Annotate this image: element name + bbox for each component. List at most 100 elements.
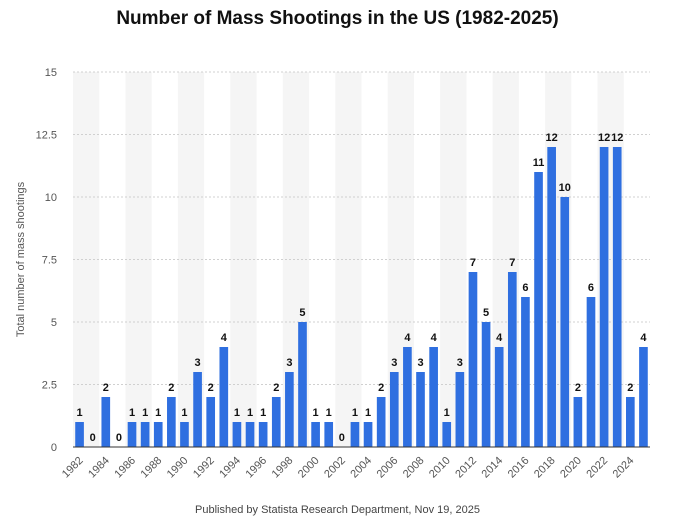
bar (350, 422, 360, 447)
bar (534, 172, 543, 447)
bar (180, 422, 189, 447)
bar (455, 372, 465, 447)
data-label: 5 (483, 307, 489, 319)
data-label: 4 (640, 332, 647, 344)
bar (363, 422, 373, 447)
bar (193, 372, 202, 447)
bar (245, 422, 255, 447)
data-label: 6 (522, 282, 528, 294)
x-tick-label: 2018 (532, 455, 558, 481)
bar (403, 347, 412, 447)
bar (507, 272, 517, 447)
y-axis-ticks: 0 2.5 5 7.5 10 12.5 15 (36, 67, 57, 454)
bar (560, 197, 570, 447)
bar (442, 422, 452, 447)
y-tick-label: 12.5 (36, 130, 57, 142)
data-label: 4 (431, 332, 438, 344)
x-tick-label: 2024 (611, 455, 637, 481)
data-label: 12 (611, 132, 623, 144)
data-label: 6 (588, 282, 594, 294)
x-tick-label: 1988 (139, 455, 165, 481)
data-label: 1 (313, 407, 319, 419)
bar (626, 397, 635, 447)
data-label: 1 (142, 407, 148, 419)
bar (153, 422, 163, 447)
data-label: 2 (378, 382, 384, 394)
bar (586, 297, 596, 447)
data-label: 1 (155, 407, 161, 419)
y-axis-label: Total number of mass shootings (15, 181, 27, 337)
bar (271, 397, 281, 447)
x-axis-ticks: 1982 1984 1986 1988 1990 1992 1994 1996 1998 2000… (60, 455, 637, 481)
bar (258, 422, 268, 447)
x-tick-label: 1982 (60, 455, 86, 481)
x-tick-label: 2016 (506, 455, 532, 481)
bar (547, 147, 556, 447)
data-label: 0 (339, 432, 345, 444)
bar (494, 347, 504, 447)
data-label: 3 (286, 357, 292, 369)
data-label: 2 (627, 382, 633, 394)
x-tick-label: 2010 (427, 455, 453, 481)
bar (429, 347, 438, 447)
data-label: 7 (470, 257, 476, 269)
bar (206, 397, 216, 447)
data-label: 1 (76, 407, 82, 419)
bar (612, 147, 622, 447)
bar (468, 272, 478, 447)
x-tick-label: 2002 (322, 455, 348, 481)
data-label: 12 (546, 132, 558, 144)
bar (389, 372, 399, 447)
data-label: 1 (181, 407, 187, 419)
x-tick-label: 2000 (296, 455, 322, 481)
x-tick-label: 1990 (165, 455, 191, 481)
bar (521, 297, 530, 447)
bar (167, 397, 176, 447)
data-label: 1 (234, 407, 240, 419)
bar (101, 397, 111, 447)
data-label: 2 (208, 382, 214, 394)
data-label: 1 (260, 407, 266, 419)
bars (75, 147, 648, 447)
y-tick-label: 2.5 (42, 380, 57, 392)
bar (639, 347, 648, 447)
bar (219, 347, 229, 447)
data-label: 4 (221, 332, 228, 344)
data-label: 11 (533, 157, 545, 169)
data-label: 1 (247, 407, 253, 419)
bar (127, 422, 137, 447)
data-label: 1 (326, 407, 332, 419)
chart-title: Number of Mass Shootings in the US (1982… (116, 8, 559, 29)
data-label: 2 (168, 382, 174, 394)
data-label: 1 (352, 407, 358, 419)
data-label: 0 (90, 432, 96, 444)
x-tick-label: 2020 (558, 455, 584, 481)
bar (298, 322, 307, 447)
x-tick-label: 1984 (86, 455, 112, 481)
bar (75, 422, 84, 447)
data-label: 12 (598, 132, 610, 144)
data-label: 4 (496, 332, 503, 344)
data-label: 1 (129, 407, 135, 419)
data-label: 3 (195, 357, 201, 369)
data-label: 2 (575, 382, 581, 394)
data-label: 7 (509, 257, 515, 269)
data-label: 2 (273, 382, 279, 394)
x-tick-label: 1992 (191, 455, 217, 481)
bar (140, 422, 150, 447)
data-label: 5 (299, 307, 305, 319)
y-tick-label: 5 (51, 317, 57, 329)
data-label: 2 (103, 382, 109, 394)
data-label: 3 (457, 357, 463, 369)
data-label: 4 (404, 332, 411, 344)
bar (573, 397, 583, 447)
x-tick-label: 2006 (375, 455, 401, 481)
y-tick-label: 15 (45, 67, 57, 79)
bar (311, 422, 320, 447)
source-footer: Published by Statista Research Departmen… (195, 504, 480, 516)
x-tick-label: 2008 (401, 455, 427, 481)
y-tick-label: 10 (45, 192, 57, 204)
y-tick-label: 7.5 (42, 255, 57, 267)
bar (481, 322, 491, 447)
